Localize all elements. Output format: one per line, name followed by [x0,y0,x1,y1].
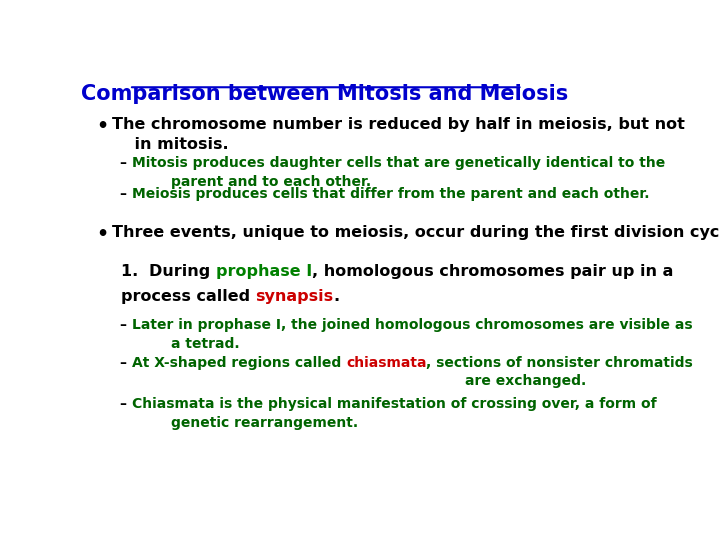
Text: Meiosis produces cells that differ from the parent and each other.: Meiosis produces cells that differ from … [132,187,649,201]
Text: At X-shaped regions called: At X-shaped regions called [132,356,346,370]
Text: •: • [96,117,109,136]
Text: .: . [333,289,340,305]
Text: Comparison between Mitosis and Meiosis: Comparison between Mitosis and Meiosis [81,84,568,104]
Text: , homologous chromosomes pair up in a: , homologous chromosomes pair up in a [312,265,674,279]
Text: •: • [96,225,109,244]
Text: , sections of nonsister chromatids
        are exchanged.: , sections of nonsister chromatids are e… [426,356,693,388]
Text: –: – [120,319,127,333]
Text: Chiasmata is the physical manifestation of crossing over, a form of
        gene: Chiasmata is the physical manifestation … [132,397,657,430]
Text: synapsis: synapsis [256,289,333,305]
Text: The chromosome number is reduced by half in meiosis, but not
    in mitosis.: The chromosome number is reduced by half… [112,117,685,152]
Text: –: – [120,187,127,201]
Text: –: – [120,397,127,411]
Text: process called: process called [121,289,256,305]
Text: During: During [149,265,216,279]
Text: –: – [120,156,127,170]
Text: Mitosis produces daughter cells that are genetically identical to the
        pa: Mitosis produces daughter cells that are… [132,156,665,188]
Text: prophase I: prophase I [216,265,312,279]
Text: –: – [120,356,127,370]
Text: Three events, unique to meiosis, occur during the first division cycle.: Three events, unique to meiosis, occur d… [112,225,720,240]
Text: chiasmata: chiasmata [346,356,426,370]
Text: Later in prophase I, the joined homologous chromosomes are visible as
        a : Later in prophase I, the joined homologo… [132,319,693,351]
Text: 1.: 1. [121,265,149,279]
